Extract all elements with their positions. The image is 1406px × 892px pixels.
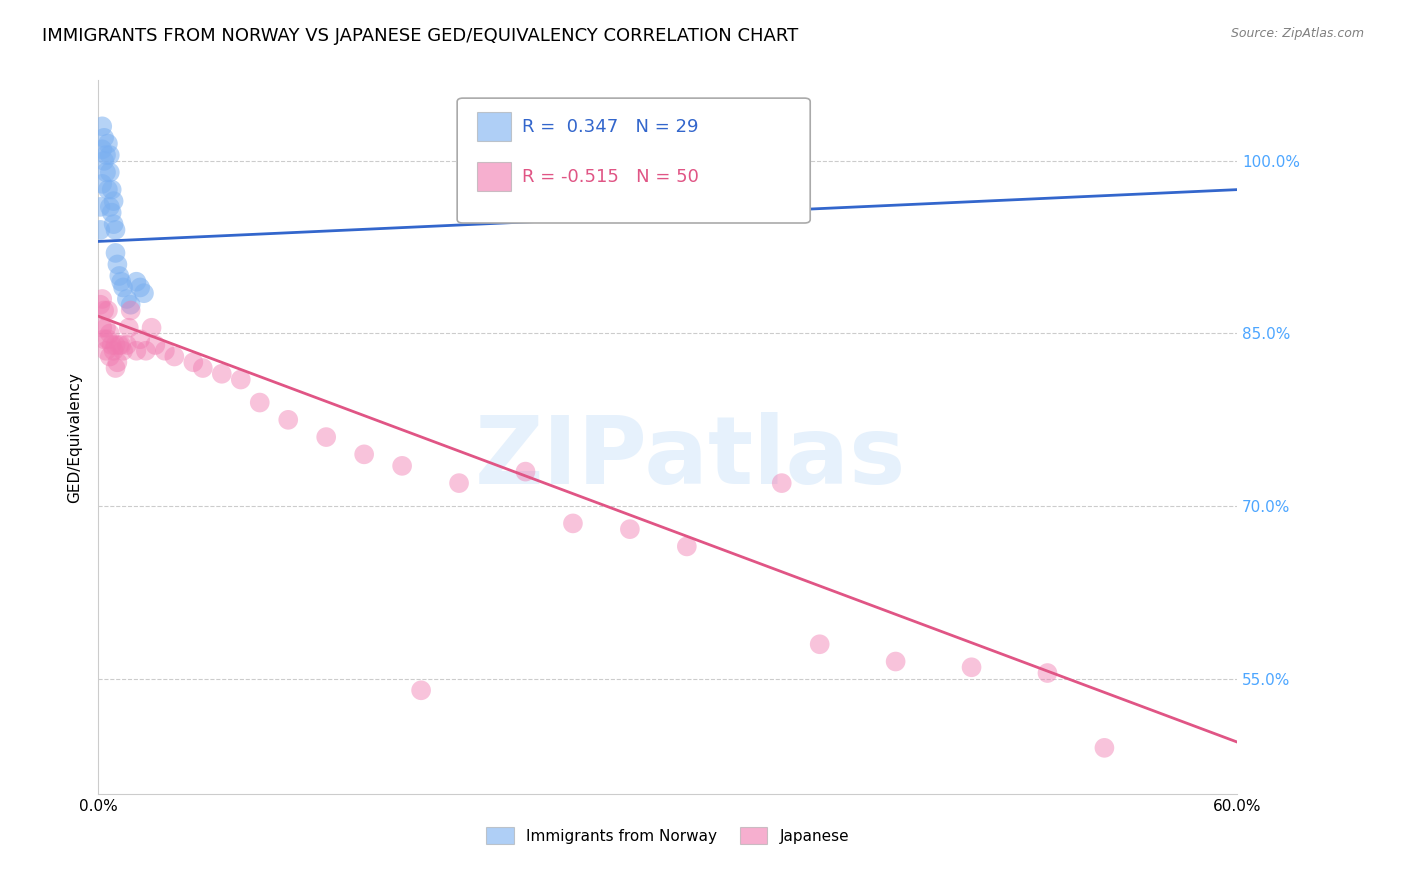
Point [120, 298, 142, 312]
Y-axis label: GED/Equivalency: GED/Equivalency [67, 372, 83, 502]
Point [353, 447, 375, 461]
Point [145, 338, 167, 352]
Legend: Immigrants from Norway, Japanese: Immigrants from Norway, Japanese [481, 821, 855, 850]
Point [93, 153, 115, 168]
Point [249, 395, 271, 409]
Point [112, 280, 135, 294]
Point [515, 465, 537, 479]
Point [135, 343, 157, 358]
Point [449, 476, 471, 491]
Point [89, 200, 111, 214]
Point [97, 183, 120, 197]
Point [104, 246, 127, 260]
Point [120, 303, 142, 318]
Point [103, 217, 125, 231]
Point [277, 413, 299, 427]
Point [110, 338, 132, 352]
Point [562, 516, 585, 531]
Point [153, 343, 176, 358]
Point [129, 280, 152, 294]
Point [108, 338, 131, 352]
Point [93, 131, 115, 145]
Point [91, 320, 114, 334]
Point [100, 205, 122, 219]
Point [100, 338, 122, 352]
Point [97, 332, 120, 346]
Point [183, 355, 205, 369]
Point [91, 177, 114, 191]
Point [98, 165, 121, 179]
Point [91, 292, 114, 306]
Point [118, 320, 141, 334]
Point [91, 142, 114, 156]
Point [89, 223, 111, 237]
Point [808, 637, 831, 651]
Point [89, 298, 111, 312]
Point [1036, 666, 1059, 681]
Point [229, 372, 252, 386]
FancyBboxPatch shape [477, 112, 510, 141]
Point [125, 275, 148, 289]
Point [619, 522, 641, 536]
Point [94, 165, 117, 179]
Text: R =  0.347   N = 29: R = 0.347 N = 29 [522, 118, 699, 136]
Point [163, 350, 186, 364]
Point [115, 338, 138, 352]
Point [411, 683, 433, 698]
Point [98, 148, 121, 162]
FancyBboxPatch shape [457, 98, 810, 223]
Point [110, 275, 132, 289]
Point [315, 430, 337, 444]
Point [100, 183, 122, 197]
Point [104, 361, 127, 376]
Point [112, 343, 135, 358]
Point [94, 343, 117, 358]
Point [770, 476, 793, 491]
Point [107, 355, 129, 369]
Point [94, 320, 117, 334]
Point [960, 660, 983, 674]
Text: Source: ZipAtlas.com: Source: ZipAtlas.com [1230, 27, 1364, 40]
Point [93, 332, 115, 346]
Text: ZIPatlas: ZIPatlas [475, 412, 907, 505]
Text: IMMIGRANTS FROM NORWAY VS JAPANESE GED/EQUIVALENCY CORRELATION CHART: IMMIGRANTS FROM NORWAY VS JAPANESE GED/E… [42, 27, 799, 45]
Point [107, 257, 129, 271]
Point [211, 367, 233, 381]
Point [91, 120, 114, 134]
Text: R = -0.515   N = 50: R = -0.515 N = 50 [522, 168, 699, 186]
Point [103, 194, 125, 208]
Point [884, 655, 907, 669]
Point [191, 361, 214, 376]
Point [93, 303, 115, 318]
Point [98, 200, 121, 214]
Point [125, 343, 148, 358]
Point [103, 343, 125, 358]
Point [391, 458, 413, 473]
Point [1094, 740, 1116, 755]
Point [115, 292, 138, 306]
Point [98, 326, 121, 341]
Point [132, 286, 155, 301]
Point [104, 338, 127, 352]
Point [97, 303, 120, 318]
Point [94, 148, 117, 162]
FancyBboxPatch shape [477, 162, 510, 191]
Point [141, 320, 163, 334]
Point [676, 540, 699, 554]
Point [108, 268, 131, 283]
Point [97, 136, 120, 151]
Point [104, 223, 127, 237]
Point [98, 350, 121, 364]
Point [129, 332, 152, 346]
